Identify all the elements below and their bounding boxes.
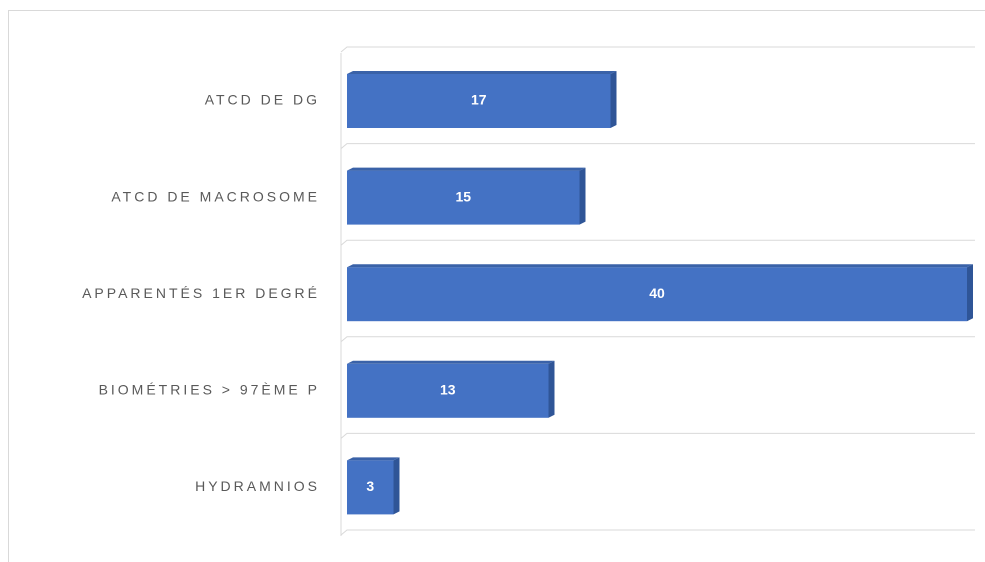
bar-top xyxy=(347,360,555,364)
bar xyxy=(347,460,394,515)
value-label: 40 xyxy=(649,285,665,301)
y-tick-label: APPARENTÉS 1ER DEGRÉ xyxy=(82,285,320,301)
bar xyxy=(347,267,967,322)
y-tick-label: ATCD DE MACROSOME xyxy=(111,188,320,204)
grid-line xyxy=(340,239,975,246)
bar xyxy=(347,363,549,418)
grid-line xyxy=(340,46,975,53)
bar-side xyxy=(967,264,973,322)
value-label: 13 xyxy=(440,382,456,398)
bar-top xyxy=(347,264,973,268)
bar-side xyxy=(579,167,586,225)
bar-top xyxy=(347,71,617,74)
y-tick-label: ATCD DE DG xyxy=(205,92,320,108)
bar-top xyxy=(347,167,586,171)
grid-line xyxy=(340,143,975,149)
bar-side xyxy=(610,71,617,128)
value-label: 3 xyxy=(366,478,374,494)
grid-line xyxy=(340,432,975,439)
y-tick-label: HYDRAMNIOS xyxy=(195,478,320,494)
y-tick-label: BIOMÉTRIES > 97ÈME P xyxy=(99,382,320,398)
grid-line xyxy=(340,529,975,536)
bar-side xyxy=(548,360,555,418)
value-label: 15 xyxy=(455,188,471,204)
grid-line xyxy=(340,336,975,343)
bar xyxy=(347,170,580,225)
bar-side xyxy=(393,457,400,515)
bar xyxy=(347,74,611,128)
bar-top xyxy=(347,457,400,461)
value-label: 17 xyxy=(471,92,487,108)
